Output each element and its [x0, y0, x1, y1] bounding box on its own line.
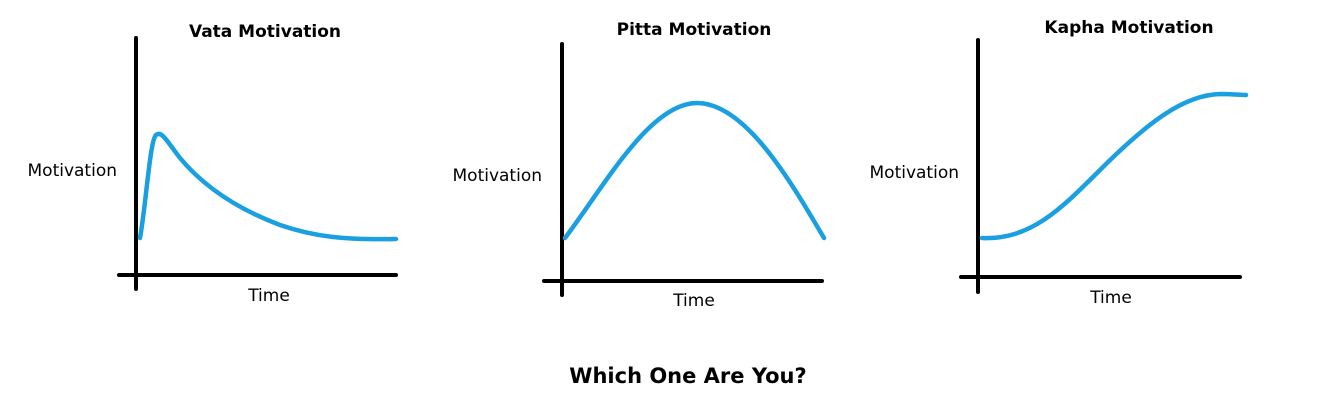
kapha-y-label: Motivation [869, 163, 960, 183]
footer-question: Which One Are You? [569, 364, 807, 388]
kapha-curve [979, 91, 1249, 241]
pitta-x-label: Time [673, 291, 715, 311]
panel-vata [117, 36, 399, 291]
pitta-y-label: Motivation [452, 166, 543, 186]
vata-title: Vata Motivation [188, 22, 342, 42]
vata-x-label: Time [248, 286, 290, 306]
kapha-x-label: Time [1090, 288, 1132, 308]
pitta-curve [562, 100, 827, 241]
panel-kapha [959, 38, 1249, 294]
panel-pitta [542, 42, 827, 297]
vata-curve [137, 131, 399, 242]
pitta-title: Pitta Motivation [616, 20, 772, 40]
vata-y-label: Motivation [27, 161, 118, 181]
kapha-title: Kapha Motivation [1044, 18, 1214, 38]
